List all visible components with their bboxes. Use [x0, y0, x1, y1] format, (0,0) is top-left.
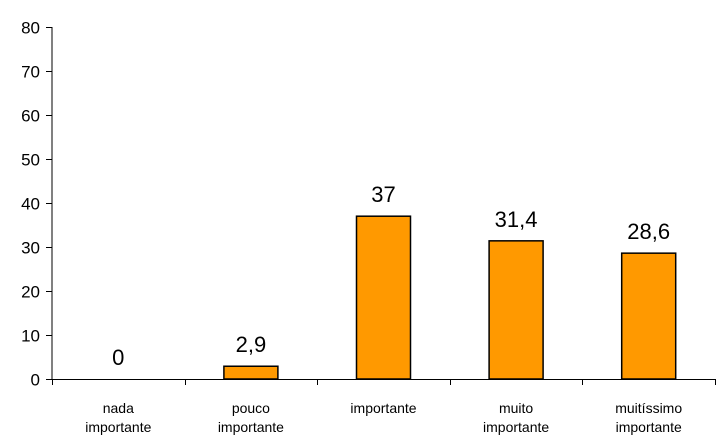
bar — [620, 252, 677, 380]
x-category-label: muitíssimo importante — [615, 400, 682, 435]
x-category-label: importante — [350, 400, 416, 416]
x-category-label-line: importante — [483, 419, 549, 435]
x-category-label-line: importante — [218, 419, 284, 435]
y-tick-label: 80 — [21, 19, 40, 38]
bars — [223, 215, 677, 380]
data-label: 2,9 — [236, 332, 267, 357]
x-category-label-line: muito — [499, 400, 533, 416]
bar — [355, 215, 412, 380]
data-label: 31,4 — [495, 207, 538, 232]
y-axis: 0 10 20 30 40 50 60 70 80 — [21, 19, 53, 390]
x-category-label-line: nada — [103, 400, 134, 416]
x-category-label: muito importante — [483, 400, 549, 435]
x-category-label-line: pouco — [232, 400, 270, 416]
bar — [488, 240, 544, 380]
data-label: 28,6 — [627, 219, 670, 244]
data-label: 0 — [112, 345, 124, 370]
x-category-label-line: muitíssimo — [615, 400, 682, 416]
y-tick-label: 40 — [21, 195, 40, 214]
x-category-label-line: importante — [350, 400, 416, 416]
bar — [223, 365, 279, 380]
x-category-label-line: importante — [616, 419, 682, 435]
x-category-label: pouco importante — [218, 400, 284, 435]
x-category-label: nada importante — [85, 400, 151, 435]
y-tick-label: 10 — [21, 327, 40, 346]
y-tick-label: 60 — [21, 107, 40, 126]
x-category-label-line: importante — [85, 419, 151, 435]
y-tick-label: 30 — [21, 239, 40, 258]
x-axis — [52, 379, 716, 385]
y-tick-label: 0 — [31, 371, 40, 390]
y-tick-label: 50 — [21, 151, 40, 170]
data-label: 37 — [371, 182, 395, 207]
y-tick-label: 70 — [21, 63, 40, 82]
y-tick-label: 20 — [21, 283, 40, 302]
data-labels: 0 2,9 37 31,4 28,6 — [112, 182, 670, 370]
